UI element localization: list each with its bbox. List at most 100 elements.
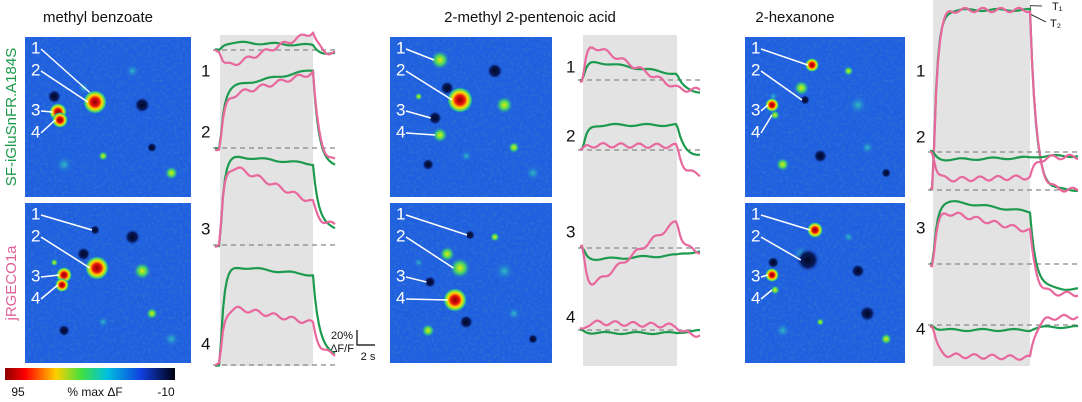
trace-label: 4 — [201, 334, 210, 353]
cell-blob — [880, 333, 893, 345]
trace-label: 3 — [566, 222, 575, 241]
trace-label: 1 — [916, 61, 925, 80]
cell-pointer — [405, 236, 454, 269]
cell-blob — [133, 262, 152, 280]
cell — [85, 256, 109, 280]
cell — [430, 50, 450, 70]
trace — [214, 40, 336, 55]
cell-blob — [124, 229, 141, 245]
trace — [214, 266, 336, 367]
cell-label: 2 — [396, 60, 405, 79]
cell-label: 1 — [31, 204, 40, 223]
cell-blob — [506, 306, 521, 321]
trace — [214, 305, 336, 367]
trace — [929, 200, 1079, 291]
cell — [465, 230, 475, 240]
cell-label: 1 — [751, 204, 760, 223]
cell-label: 1 — [751, 38, 760, 57]
cell-label: 2 — [31, 226, 40, 245]
trace — [579, 328, 701, 336]
cell — [428, 111, 442, 125]
cell-blob — [524, 165, 541, 181]
cell — [807, 222, 823, 238]
cell-pointer — [760, 48, 809, 66]
trace — [579, 122, 701, 156]
cell-pointer — [40, 284, 59, 300]
trace-label: 4 — [916, 319, 925, 338]
cell-label: 4 — [31, 288, 40, 307]
cell-label: 3 — [396, 100, 405, 119]
stimulus-window — [583, 35, 677, 366]
cell — [424, 276, 436, 288]
cell-label: 4 — [396, 288, 405, 307]
cell — [90, 225, 100, 235]
cell-blob — [813, 149, 828, 163]
trace-label: 2 — [566, 126, 575, 145]
cell-blob — [50, 258, 59, 267]
cell-blob — [163, 331, 180, 347]
cell-label: 2 — [751, 226, 760, 245]
cell-blob — [842, 231, 855, 243]
cell — [83, 90, 107, 114]
trace — [214, 155, 336, 248]
cell — [800, 95, 810, 105]
odor-title: 2-hexanone — [755, 9, 834, 26]
cell-pointer — [405, 276, 427, 283]
cell-label: 4 — [31, 122, 40, 141]
trace-label: 2 — [201, 122, 210, 141]
cell-pointer — [40, 110, 53, 113]
cell-pointer — [760, 274, 769, 278]
cell — [770, 110, 780, 120]
cell-blob — [793, 80, 810, 96]
odor-title: methyl benzoate — [43, 9, 153, 26]
trace — [579, 46, 701, 93]
cell-pointer — [760, 214, 811, 231]
cell-blob — [422, 158, 435, 171]
cell — [447, 87, 473, 113]
cell-blob — [494, 261, 515, 281]
trace-label: 4 — [566, 307, 575, 326]
cell-label: 4 — [396, 122, 405, 141]
image-texture — [390, 203, 552, 363]
image-texture — [25, 203, 191, 363]
cell-blob — [527, 334, 538, 344]
cell-pointer — [40, 214, 93, 231]
cell-label: 4 — [751, 288, 760, 307]
cell-blob — [125, 64, 140, 78]
cell-blob — [859, 305, 876, 322]
trace — [579, 60, 701, 94]
cell-label: 2 — [396, 226, 405, 245]
cell-pointer — [760, 70, 803, 101]
cell-label: 2 — [31, 60, 40, 79]
cell-label: 1 — [396, 38, 405, 57]
cell-pointer — [40, 70, 89, 103]
odor-title: 2-methyl 2-pentenoic acid — [444, 9, 616, 26]
colorbar-label: % max ΔF — [67, 385, 122, 399]
colorbar — [5, 368, 175, 380]
cell-blob — [767, 256, 780, 269]
cell-blob — [495, 96, 514, 114]
cell-pointer — [405, 214, 468, 236]
cell-pointer — [760, 114, 773, 134]
trace — [929, 211, 1079, 298]
cell-blob — [58, 324, 71, 337]
trace — [929, 324, 1078, 333]
cell-blob — [489, 232, 500, 242]
cell-label: 3 — [31, 100, 40, 119]
cell-label: 3 — [396, 266, 405, 285]
stimulus-window — [933, 0, 1030, 366]
cell-label: 2 — [751, 60, 760, 79]
cell-pointer — [405, 298, 448, 301]
cell-blob — [414, 92, 423, 101]
cell-label: 1 — [396, 204, 405, 223]
cell-pointer — [405, 48, 435, 61]
trace — [579, 319, 701, 338]
scale-bar — [356, 330, 375, 346]
cell-pointer — [40, 236, 91, 269]
cell-label: 3 — [751, 266, 760, 285]
cell-pointer — [40, 48, 94, 96]
cell-pointer — [40, 274, 60, 278]
cell-blob — [774, 322, 791, 339]
trace-label: 3 — [201, 219, 210, 238]
cell-blob — [459, 315, 474, 329]
